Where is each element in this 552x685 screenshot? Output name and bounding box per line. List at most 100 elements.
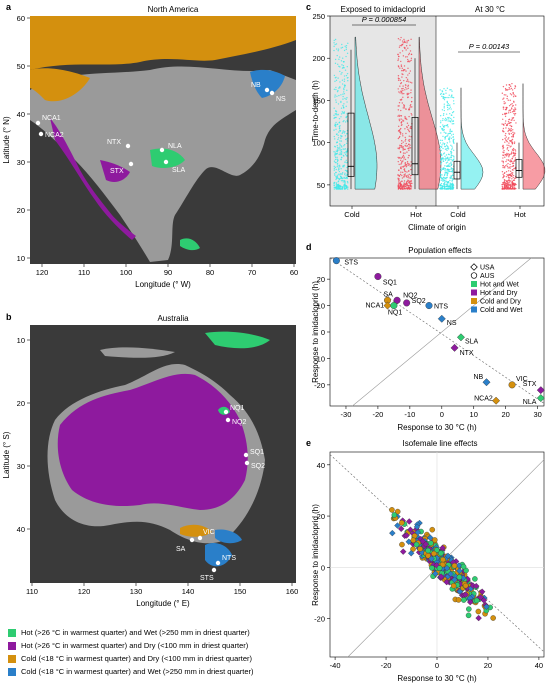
jitter-point — [408, 177, 410, 179]
data-point — [466, 606, 472, 612]
tick-label: 140 — [182, 587, 195, 596]
jitter-point — [398, 181, 400, 183]
jitter-point — [403, 180, 406, 182]
jitter-point — [444, 186, 446, 189]
jitter-point — [398, 175, 401, 177]
panel-c-x-ticks: Cold Hot Cold Hot — [344, 206, 527, 219]
jitter-point — [506, 152, 508, 155]
data-point — [429, 565, 435, 571]
point-label: SQ1 — [383, 280, 397, 287]
jitter-point — [502, 160, 505, 163]
jitter-point — [340, 150, 342, 153]
data-point — [482, 378, 491, 387]
jitter-point — [449, 170, 451, 173]
jitter-point — [342, 98, 344, 100]
jitter-point — [501, 187, 504, 189]
data-point — [399, 519, 405, 526]
jitter-point — [453, 116, 455, 119]
jitter-point — [508, 187, 510, 190]
jitter-point — [407, 93, 409, 95]
jitter-point — [401, 180, 403, 183]
jitter-point — [444, 138, 446, 140]
jitter-point — [400, 121, 402, 124]
jitter-point — [340, 113, 343, 115]
jitter-point — [443, 88, 445, 90]
jitter-point — [502, 157, 504, 159]
jitter-point — [449, 112, 451, 115]
jitter-point — [342, 106, 345, 108]
jitter-point — [402, 135, 404, 137]
jitter-point — [509, 109, 511, 111]
jitter-point — [402, 146, 405, 148]
jitter-point — [397, 115, 399, 117]
jitter-point — [403, 148, 406, 151]
legend-swatch — [471, 306, 477, 313]
data-point — [462, 591, 469, 598]
jitter-point — [407, 60, 409, 63]
jitter-point — [345, 55, 347, 58]
jitter-point — [512, 129, 514, 131]
jitter-point — [403, 158, 405, 160]
data-point — [456, 567, 463, 575]
jitter-point — [410, 91, 412, 94]
jitter-point — [405, 132, 407, 135]
violin-half — [354, 36, 378, 190]
jitter-point — [403, 156, 406, 158]
jitter-point — [402, 154, 405, 157]
jitter-point — [511, 152, 513, 155]
jitter-point — [346, 101, 348, 103]
jitter-point — [340, 134, 342, 137]
jitter-point — [439, 147, 441, 150]
jitter-point — [400, 142, 403, 145]
jitter-point — [402, 184, 405, 186]
jitter-point — [338, 178, 340, 180]
jitter-point — [441, 95, 443, 97]
jitter-point — [400, 171, 402, 173]
jitter-point — [509, 88, 511, 90]
jitter-point — [447, 109, 449, 111]
jitter-point — [443, 107, 445, 109]
data-point — [434, 547, 440, 553]
jitter-point — [444, 96, 447, 99]
data-point — [399, 548, 407, 555]
jitter-point — [340, 107, 343, 109]
tick-label: 0 — [321, 563, 325, 572]
jitter-point — [503, 166, 506, 168]
jitter-point — [510, 161, 512, 163]
jitter-point — [344, 169, 347, 172]
jitter-point — [451, 90, 453, 92]
point-label: NQ2 — [403, 292, 418, 299]
data-point — [460, 563, 467, 570]
jitter-point — [508, 166, 510, 168]
jitter-point — [345, 175, 347, 177]
jitter-point — [399, 85, 401, 87]
jitter-point — [403, 168, 405, 171]
north-america-map — [30, 16, 296, 264]
jitter-point — [407, 164, 410, 166]
jitter-point — [343, 75, 346, 77]
jitter-point — [404, 89, 406, 91]
jitter-point — [506, 164, 508, 166]
jitter-point — [509, 163, 511, 166]
jitter-point — [445, 113, 448, 115]
tick-label: 100 — [312, 139, 325, 148]
jitter-point — [398, 119, 401, 122]
jitter-point — [406, 92, 408, 95]
jitter-point — [334, 152, 336, 154]
jitter-point — [507, 176, 510, 179]
data-point — [419, 538, 426, 545]
jitter-point — [401, 174, 403, 177]
jitter-point — [335, 124, 337, 126]
map-legend-item: Cold (<18 °C in warmest quarter) and Dry… — [8, 654, 252, 663]
jitter-point — [399, 127, 402, 130]
jitter-point — [511, 82, 513, 85]
jitter-point — [398, 129, 401, 132]
jitter-point — [440, 92, 442, 95]
data-point — [428, 540, 434, 546]
jitter-point — [337, 77, 339, 79]
jitter-point — [404, 164, 407, 167]
fit-line — [329, 257, 545, 404]
site-label: STX — [110, 168, 124, 175]
jitter-point — [443, 105, 445, 108]
jitter-point — [440, 167, 442, 170]
